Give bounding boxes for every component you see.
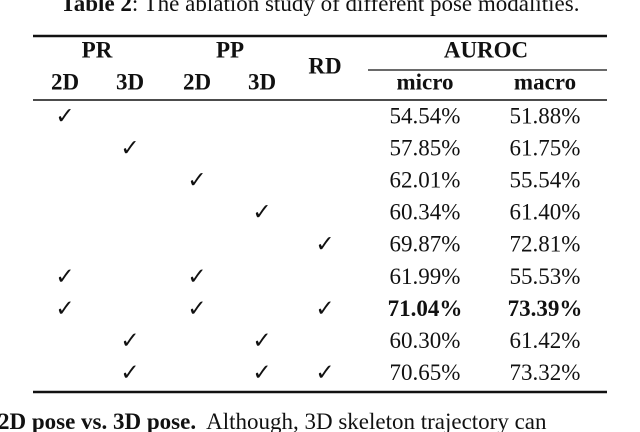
value-cell: 54.54% bbox=[390, 103, 461, 128]
caption-label: Table 2 bbox=[61, 0, 132, 16]
caption-text: : The ablation study of different pose m… bbox=[132, 0, 580, 16]
value-cell: 70.65% bbox=[390, 360, 461, 385]
group-header: RD bbox=[308, 53, 341, 78]
sub-header: 3D bbox=[248, 69, 276, 94]
value-cell: 60.34% bbox=[390, 200, 461, 225]
sub-header: 2D bbox=[183, 69, 211, 94]
check-cell: ✓ bbox=[252, 360, 271, 385]
value-cell: 61.42% bbox=[510, 328, 581, 353]
value-cell: 55.53% bbox=[510, 264, 581, 289]
check-cell: ✓ bbox=[315, 360, 334, 385]
group-header: PR bbox=[82, 37, 113, 62]
check-cell: ✓ bbox=[55, 296, 74, 321]
check-cell: ✓ bbox=[55, 264, 74, 289]
sub-header: micro bbox=[396, 69, 453, 94]
check-cell: ✓ bbox=[187, 264, 206, 289]
value-cell: 71.04% bbox=[388, 296, 463, 321]
footer-text: Although, 3D skeleton trajectory can bbox=[206, 409, 547, 432]
check-cell: ✓ bbox=[120, 135, 139, 160]
caption: Table 2: The ablation study of different… bbox=[61, 0, 580, 16]
check-cell: ✓ bbox=[120, 360, 139, 385]
value-cell: 61.99% bbox=[390, 264, 461, 289]
value-cell: 55.54% bbox=[510, 167, 581, 192]
value-cell: 62.01% bbox=[390, 167, 461, 192]
value-cell: 57.85% bbox=[390, 135, 461, 160]
sub-header: 2D bbox=[51, 69, 79, 94]
check-cell: ✓ bbox=[315, 296, 334, 321]
group-header: AUROC bbox=[444, 37, 528, 62]
footer: 2D pose vs. 3D pose. Although, 3D skeleto… bbox=[0, 409, 547, 432]
check-cell: ✓ bbox=[315, 232, 334, 257]
value-cell: 61.75% bbox=[510, 135, 581, 160]
check-cell: ✓ bbox=[187, 167, 206, 192]
sub-header: 3D bbox=[116, 69, 144, 94]
check-cell: ✓ bbox=[55, 103, 74, 128]
value-cell: 73.39% bbox=[508, 296, 583, 321]
sub-header: macro bbox=[514, 69, 576, 94]
value-cell: 73.32% bbox=[510, 360, 581, 385]
check-cell: ✓ bbox=[187, 296, 206, 321]
footer-heading: 2D pose vs. 3D pose. bbox=[0, 409, 196, 432]
check-cell: ✓ bbox=[120, 328, 139, 353]
value-cell: 61.40% bbox=[510, 200, 581, 225]
value-cell: 60.30% bbox=[390, 328, 461, 353]
group-header: PP bbox=[216, 37, 244, 62]
value-cell: 51.88% bbox=[510, 103, 581, 128]
value-cell: 72.81% bbox=[510, 232, 581, 257]
check-cell: ✓ bbox=[252, 200, 271, 225]
value-cell: 69.87% bbox=[390, 232, 461, 257]
check-cell: ✓ bbox=[252, 328, 271, 353]
